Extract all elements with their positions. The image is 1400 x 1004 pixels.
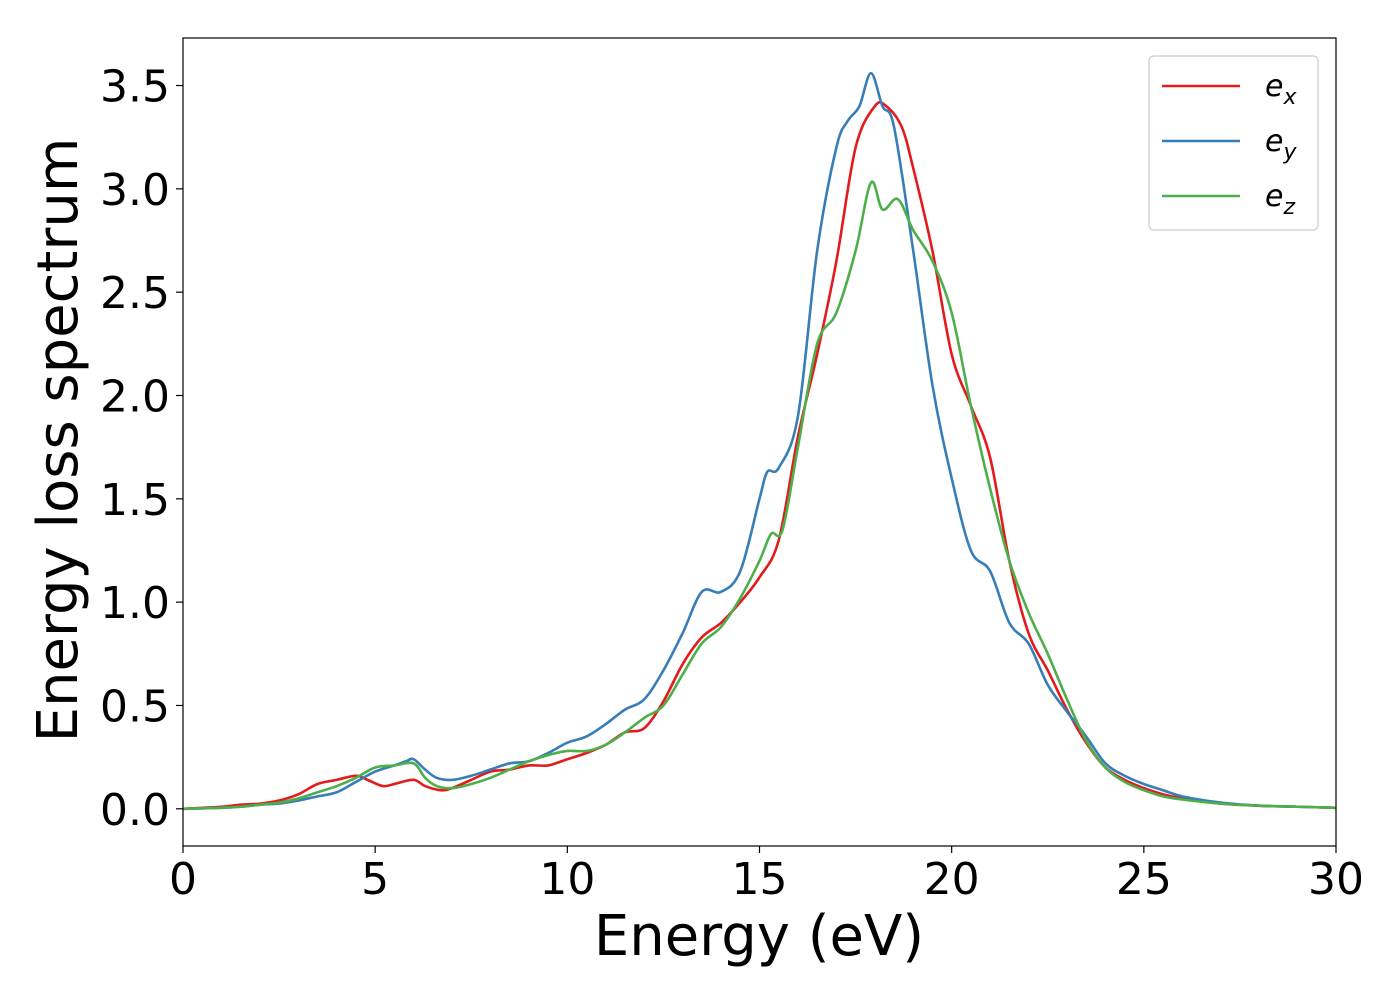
legend-label-x: ex bbox=[1265, 69, 1297, 110]
x-tick-label: 15 bbox=[732, 854, 788, 905]
series-layer bbox=[182, 71, 1337, 811]
x-tick-label: 25 bbox=[1116, 854, 1172, 905]
x-tick-label: 20 bbox=[924, 854, 980, 905]
y-tick-label: 2.0 bbox=[100, 372, 170, 423]
y-tick-label: 0.0 bbox=[100, 785, 170, 836]
series-line-z bbox=[182, 180, 1337, 811]
y-axis-label: Energy loss spectrum bbox=[26, 138, 91, 743]
y-tick-label: 2.5 bbox=[100, 268, 170, 319]
legend-box bbox=[1148, 55, 1319, 231]
x-tick-label: 5 bbox=[361, 854, 389, 905]
x-axis-label: Energy (eV) bbox=[594, 904, 924, 969]
legend-label-z: ez bbox=[1265, 179, 1295, 220]
legend-label-y: ey bbox=[1265, 124, 1297, 165]
y-tick-label: 1.0 bbox=[100, 578, 170, 629]
x-tick-label: 0 bbox=[169, 854, 197, 905]
legend: ex ey ez bbox=[1148, 55, 1319, 231]
x-tick-label: 30 bbox=[1308, 854, 1364, 905]
y-tick-label: 3.0 bbox=[100, 165, 170, 216]
y-axis-ticks: 0.0 0.5 1.0 1.5 2.0 2.5 3.0 3.5 bbox=[100, 62, 183, 836]
y-tick-label: 1.5 bbox=[100, 475, 170, 526]
y-tick-label: 3.5 bbox=[100, 62, 170, 113]
x-tick-label: 10 bbox=[539, 854, 595, 905]
x-axis-ticks: 0 5 10 15 20 25 30 bbox=[169, 846, 1364, 905]
y-tick-label: 0.5 bbox=[100, 681, 170, 732]
